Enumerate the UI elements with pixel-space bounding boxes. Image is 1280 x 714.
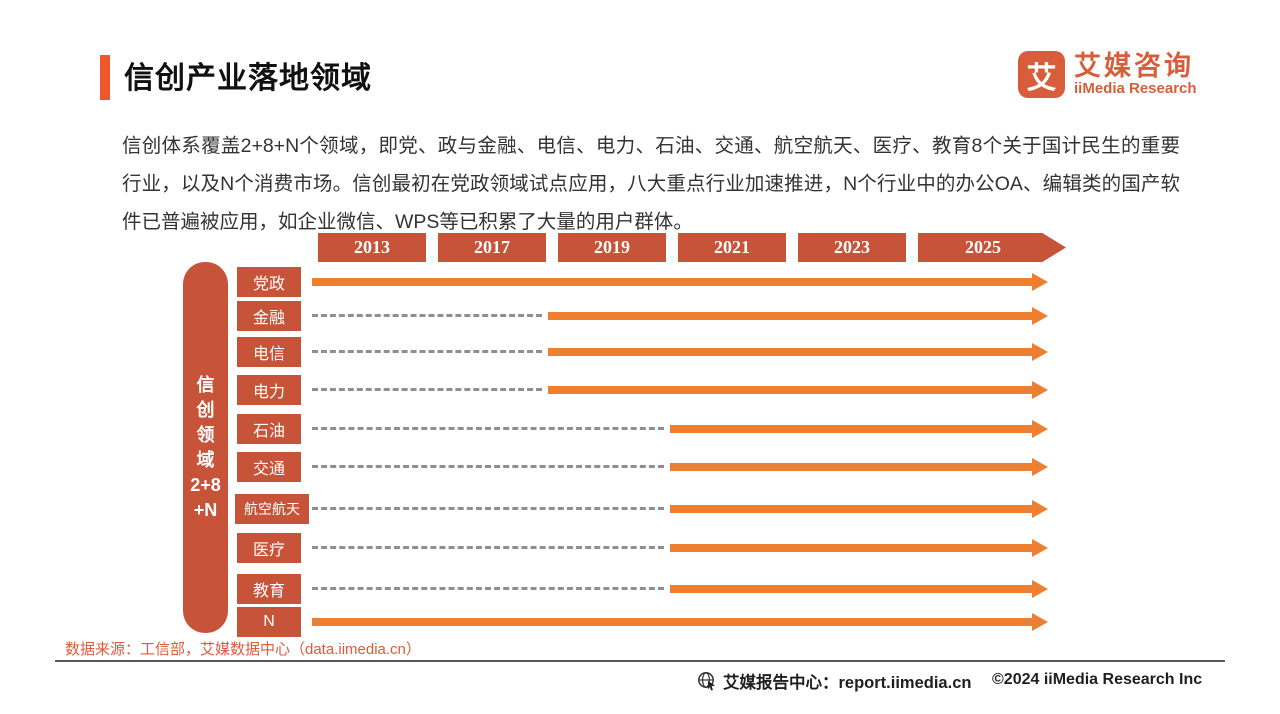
rollout-arrow-1 (548, 312, 1034, 320)
industry-label-2: 电信 (237, 337, 301, 367)
pending-dashed-line-3 (312, 388, 542, 391)
axis-pill-line: 领 (196, 425, 215, 445)
industry-label-3: 电力 (237, 375, 301, 405)
industry-label-5: 交通 (237, 452, 301, 482)
iimedia-logo: 艾 艾媒咨询 iiMedia Research (1018, 51, 1197, 98)
rollout-arrowhead-2 (1032, 343, 1048, 361)
industry-label-4: 石油 (237, 414, 301, 444)
axis-pill-line: 2+8 (190, 475, 221, 495)
rollout-arrow-3 (548, 386, 1034, 394)
rollout-arrow-5 (670, 463, 1034, 471)
rollout-arrowhead-7 (1032, 539, 1048, 557)
rollout-arrow-4 (670, 425, 1034, 433)
industry-label-6: 航空航天 (235, 494, 309, 524)
intro-paragraph: 信创体系覆盖2+8+N个领域，即党、政与金融、电信、电力、石油、交通、航空航天、… (122, 135, 1180, 233)
pending-dashed-line-7 (312, 546, 664, 549)
year-marker-2017: 2017 (438, 233, 546, 262)
logo-name-cn: 艾媒咨询 (1074, 51, 1194, 82)
rollout-arrowhead-0 (1032, 273, 1048, 291)
footer-report-text: 艾媒报告中心：report.iimedia.cn (723, 674, 972, 692)
axis-pill-line: +N (193, 500, 218, 520)
year-marker-2023: 2023 (798, 233, 906, 262)
axis-pill-line: 域 (196, 450, 215, 470)
industry-label-8: 教育 (237, 574, 301, 604)
industry-label-9: N (237, 607, 301, 637)
title-accent-bar (100, 55, 110, 100)
logo-text: 艾媒咨询 iiMedia Research (1074, 52, 1197, 96)
globe-cursor-icon (698, 672, 715, 691)
rollout-arrow-6 (670, 505, 1034, 513)
year-marker-2025: 2025 (918, 233, 1066, 262)
year-marker-2013: 2013 (318, 233, 426, 262)
pending-dashed-line-4 (312, 427, 664, 430)
rollout-arrow-8 (670, 585, 1034, 593)
industry-label-7: 医疗 (237, 533, 301, 563)
pending-dashed-line-1 (312, 314, 542, 317)
footer-report-center: 艾媒报告中心：report.iimedia.cn (697, 669, 971, 693)
page-title: 信创产业落地领域 (124, 62, 372, 95)
rollout-arrowhead-5 (1032, 458, 1048, 476)
industry-label-1: 金融 (237, 301, 301, 331)
footer-divider (55, 660, 1225, 662)
iimedia-logo-icon: 艾 (1018, 51, 1065, 98)
year-marker-2021: 2021 (678, 233, 786, 262)
rollout-arrowhead-1 (1032, 307, 1048, 325)
rollout-arrowhead-3 (1032, 381, 1048, 399)
data-source-note: 数据来源：工信部，艾媒数据中心（data.iimedia.cn） (65, 641, 421, 658)
timeline-axis-pill: 信创领域 2+8 +N (183, 262, 228, 633)
industry-label-0: 党政 (237, 267, 301, 297)
footer-copyright: ©2024 iiMedia Research Inc (992, 671, 1203, 688)
rollout-arrow-7 (670, 544, 1034, 552)
pending-dashed-line-5 (312, 465, 664, 468)
rollout-arrowhead-8 (1032, 580, 1048, 598)
rollout-arrow-9 (312, 618, 1034, 626)
axis-pill-line: 信 (196, 375, 215, 395)
rollout-arrow-0 (312, 278, 1034, 286)
pending-dashed-line-8 (312, 587, 664, 590)
axis-pill-line: 创 (196, 400, 215, 420)
pending-dashed-line-2 (312, 350, 542, 353)
rollout-arrow-2 (548, 348, 1034, 356)
logo-name-en: iiMedia Research (1074, 79, 1197, 97)
rollout-arrowhead-9 (1032, 613, 1048, 631)
rollout-arrowhead-4 (1032, 420, 1048, 438)
year-marker-2019: 2019 (558, 233, 666, 262)
pending-dashed-line-6 (312, 507, 664, 510)
rollout-arrowhead-6 (1032, 500, 1048, 518)
